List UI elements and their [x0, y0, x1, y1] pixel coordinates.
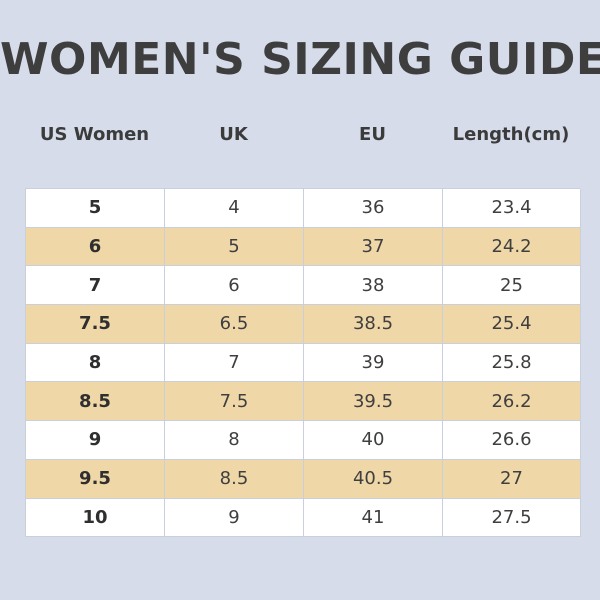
- cell-length: 27: [443, 459, 581, 499]
- cell-us-size: 8: [26, 343, 165, 383]
- cell-uk-size: 7: [165, 343, 304, 383]
- cell-length: 27.5: [443, 498, 581, 538]
- cell-eu-size: 40: [304, 421, 443, 460]
- cell-us-size: 9.5: [26, 459, 165, 499]
- cell-eu-size: 39.5: [304, 382, 443, 422]
- cell-length: 23.4: [443, 189, 581, 228]
- cell-eu-size: 36: [304, 189, 443, 228]
- cell-us-size: 10: [26, 498, 165, 538]
- header-us-women: US Women: [39, 124, 150, 145]
- cell-uk-size: 5: [165, 227, 304, 267]
- cell-us-size: 7.5: [26, 305, 165, 344]
- cell-eu-size: 39: [304, 343, 443, 383]
- cell-eu-size: 40.5: [304, 459, 443, 499]
- cell-us-size: 6: [26, 227, 165, 267]
- cell-uk-size: 8: [165, 421, 304, 460]
- cell-uk-size: 7.5: [165, 382, 304, 422]
- cell-eu-size: 38.5: [304, 305, 443, 344]
- cell-uk-size: 8.5: [165, 459, 304, 499]
- cell-eu-size: 38: [304, 266, 443, 306]
- header-eu: EU: [359, 124, 386, 145]
- cell-length: 25.4: [443, 305, 581, 344]
- cell-uk-size: 6: [165, 266, 304, 306]
- cell-us-size: 7: [26, 266, 165, 306]
- cell-eu-size: 41: [304, 498, 443, 538]
- cell-us-size: 5: [26, 189, 165, 228]
- header-uk: UK: [219, 124, 248, 145]
- header-length: Length(cm): [452, 124, 570, 145]
- cell-length: 26.2: [443, 382, 581, 422]
- table-header: US Women UK EU Length(cm): [25, 124, 580, 145]
- cell-uk-size: 6.5: [165, 305, 304, 344]
- cell-length: 25.8: [443, 343, 581, 383]
- cell-eu-size: 37: [304, 227, 443, 267]
- cell-us-size: 9: [26, 421, 165, 460]
- sizing-table: 5 4 36 23.4 6 5 37 24.2 7 6 38 25 7.5 6.…: [25, 188, 581, 538]
- cell-us-size: 8.5: [26, 382, 165, 422]
- cell-uk-size: 9: [165, 498, 304, 538]
- cell-uk-size: 4: [165, 189, 304, 228]
- cell-length: 26.6: [443, 421, 581, 460]
- page-title: WOMEN'S SIZING GUIDE: [0, 34, 600, 85]
- cell-length: 24.2: [443, 227, 581, 267]
- cell-length: 25: [443, 266, 581, 306]
